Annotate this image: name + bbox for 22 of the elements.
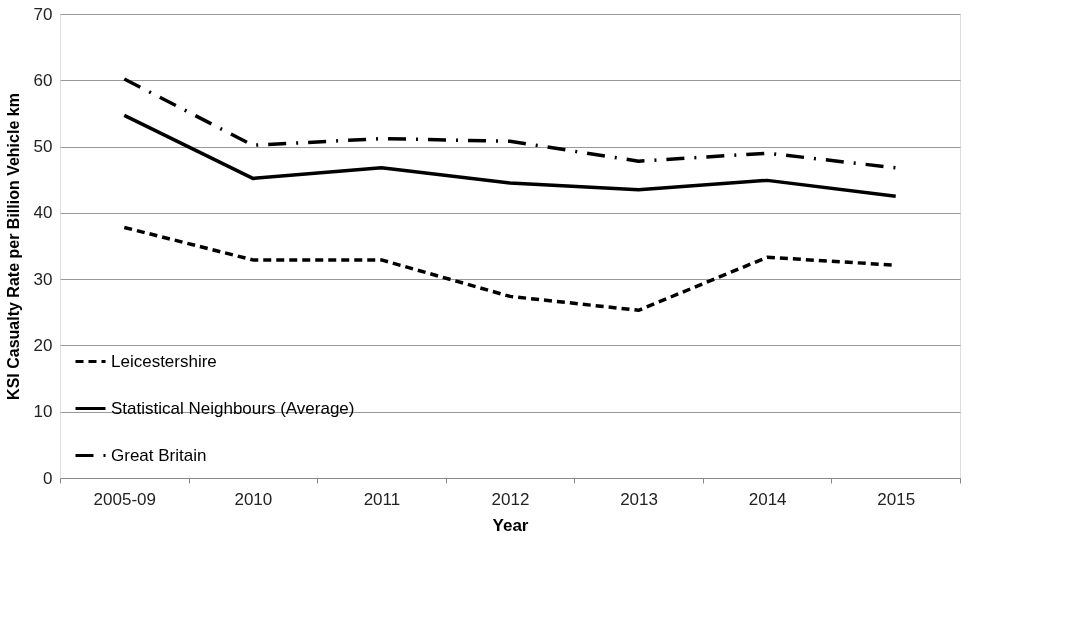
- y-tick-label: 0: [43, 468, 53, 488]
- y-tick-label: 50: [33, 137, 53, 157]
- line-series: [122, 77, 898, 170]
- legend-label: Great Britain: [111, 445, 207, 465]
- x-tick-label: 2012: [491, 489, 530, 509]
- y-tick-label: 30: [33, 269, 53, 289]
- x-tick-label: 2010: [234, 489, 273, 509]
- line-series: [122, 113, 898, 199]
- y-tick-label: 40: [33, 203, 53, 223]
- x-tick-label: 2011: [363, 489, 401, 509]
- x-tick-label: 2005-09: [93, 489, 156, 509]
- y-tick-label: 20: [33, 335, 53, 355]
- y-tick-label: 60: [33, 70, 53, 90]
- y-tick-label: 10: [33, 402, 53, 422]
- legend-label: Statistical Neighbours (Average): [111, 398, 355, 418]
- x-axis-title: Year: [492, 515, 529, 535]
- y-axis-title: KSI Casualty Rate per Billion Vehicle km: [4, 93, 22, 400]
- y-tick-label: 70: [33, 4, 53, 24]
- x-tick-label: 2013: [620, 489, 658, 509]
- x-tick-label: 2014: [748, 489, 787, 509]
- legend-label: Leicestershire: [111, 351, 217, 371]
- x-tick-label: 2015: [877, 489, 916, 509]
